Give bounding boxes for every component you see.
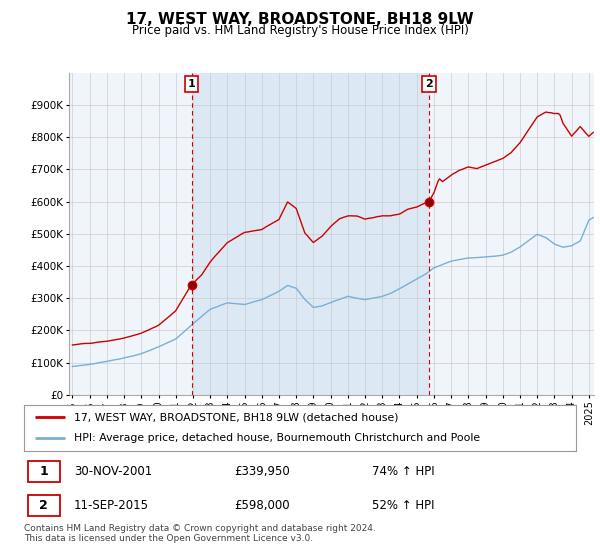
Text: 11-SEP-2015: 11-SEP-2015 bbox=[74, 499, 149, 512]
Text: HPI: Average price, detached house, Bournemouth Christchurch and Poole: HPI: Average price, detached house, Bour… bbox=[74, 433, 480, 444]
Text: 1: 1 bbox=[188, 80, 196, 89]
Text: 2: 2 bbox=[425, 80, 433, 89]
Text: Price paid vs. HM Land Registry's House Price Index (HPI): Price paid vs. HM Land Registry's House … bbox=[131, 24, 469, 37]
Text: £598,000: £598,000 bbox=[234, 499, 289, 512]
Text: £339,950: £339,950 bbox=[234, 465, 290, 478]
Text: 52% ↑ HPI: 52% ↑ HPI bbox=[372, 499, 434, 512]
Text: 2: 2 bbox=[40, 499, 48, 512]
Text: 17, WEST WAY, BROADSTONE, BH18 9LW: 17, WEST WAY, BROADSTONE, BH18 9LW bbox=[126, 12, 474, 27]
Text: 1: 1 bbox=[40, 465, 48, 478]
FancyBboxPatch shape bbox=[28, 494, 60, 516]
Text: 30-NOV-2001: 30-NOV-2001 bbox=[74, 465, 152, 478]
Text: 17, WEST WAY, BROADSTONE, BH18 9LW (detached house): 17, WEST WAY, BROADSTONE, BH18 9LW (deta… bbox=[74, 412, 398, 422]
Bar bbox=[191, 73, 429, 395]
FancyBboxPatch shape bbox=[28, 461, 60, 483]
Text: 74% ↑ HPI: 74% ↑ HPI bbox=[372, 465, 434, 478]
Text: Contains HM Land Registry data © Crown copyright and database right 2024.
This d: Contains HM Land Registry data © Crown c… bbox=[24, 524, 376, 543]
